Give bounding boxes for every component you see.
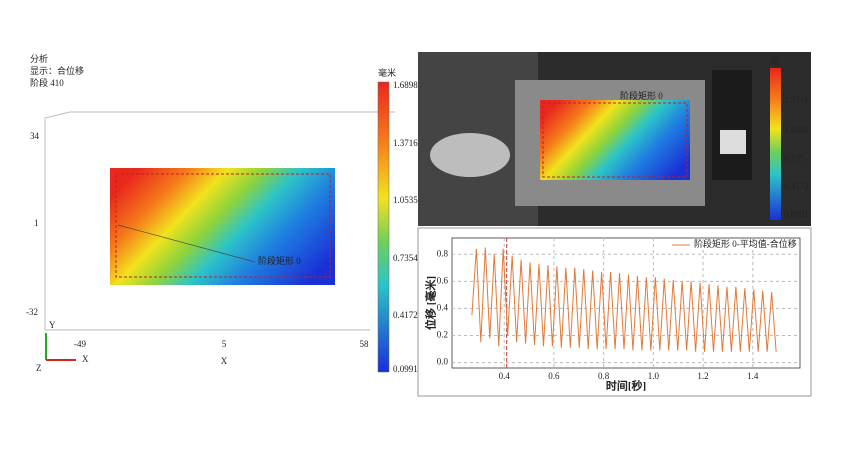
triad-label: Y xyxy=(49,320,56,330)
y-tick-label: 0.8 xyxy=(437,248,449,258)
x-label: 58 xyxy=(360,339,370,349)
left-view: 分析 显示：合位移 阶段 410 34 1 -32 -49 5 58 X 阶段矩… xyxy=(26,53,423,374)
colorbar xyxy=(770,68,781,220)
colorbar-unit: 毫 xyxy=(770,55,779,66)
x-tick-label: 1.4 xyxy=(747,371,759,381)
colorbar-label: 1.3716 xyxy=(784,95,809,105)
x-axis-title: 时间[秒] xyxy=(606,379,646,393)
colorbar-unit: 毫米 xyxy=(378,67,396,78)
data-line xyxy=(471,247,777,352)
photo-view: 阶段矩形 0 毫 1.3716 1.0535 0.735 0.4172 0.09… xyxy=(418,52,811,226)
y-axis-title: 位移 [毫米] xyxy=(424,276,438,330)
x-tick-label: 1.0 xyxy=(648,371,660,381)
x-tick-label: 1.2 xyxy=(697,371,708,381)
y-label: -32 xyxy=(26,307,38,317)
x-label: 5 xyxy=(222,339,227,349)
colorbar-label: 0.09914 xyxy=(393,364,423,374)
x-tick-label: 0.6 xyxy=(548,371,560,381)
y-label: 34 xyxy=(30,131,40,141)
info-text: 阶段 410 xyxy=(30,77,64,88)
photo-device xyxy=(720,130,746,154)
photo-hand xyxy=(430,133,510,177)
displacement-map xyxy=(110,168,335,285)
colorbar xyxy=(377,81,390,373)
y-tick-label: 0.0 xyxy=(437,357,449,367)
info-text: 分析 xyxy=(30,53,48,64)
region-label: 阶段矩形 0 xyxy=(258,255,301,266)
x-axis-title: X xyxy=(221,356,228,366)
region-label: 阶段矩形 0 xyxy=(620,90,663,101)
colorbar-label: 0.735 xyxy=(784,153,805,163)
y-tick-label: 0.6 xyxy=(437,275,449,285)
photo-map xyxy=(540,100,690,180)
region-rect xyxy=(115,173,331,278)
y-tick-label: 0.4 xyxy=(437,302,449,312)
photo-device xyxy=(712,70,752,180)
legend-label: 阶段矩形 0-平均值-合位移 xyxy=(694,238,797,249)
y-tick-label: 0.2 xyxy=(437,330,448,340)
region-leader xyxy=(117,224,256,263)
colorbar-label: 0.73541 xyxy=(393,253,422,263)
plot-area xyxy=(451,237,801,369)
x-tick-label: 0.8 xyxy=(598,371,610,381)
colorbar-label: 1.37168 xyxy=(393,138,423,148)
colorbar-label: 0.41728 xyxy=(393,310,423,320)
triad-label: Z xyxy=(36,363,42,373)
view-box xyxy=(44,111,395,330)
colorbar-label: 0.0991 xyxy=(784,209,809,219)
colorbar-label: 1.0535 xyxy=(784,125,809,135)
colorbar-label: 0.4172 xyxy=(784,181,809,191)
x-tick-label: 0.4 xyxy=(499,371,511,381)
info-text: 显示：合位移 xyxy=(30,65,84,76)
colorbar-label: 1.68981 xyxy=(393,80,422,90)
x-label: -49 xyxy=(74,339,86,349)
triad-label: X xyxy=(82,354,89,364)
region-rect xyxy=(542,102,688,178)
colorbar-label: 1.05355 xyxy=(393,195,423,205)
y-label: 1 xyxy=(34,218,39,228)
